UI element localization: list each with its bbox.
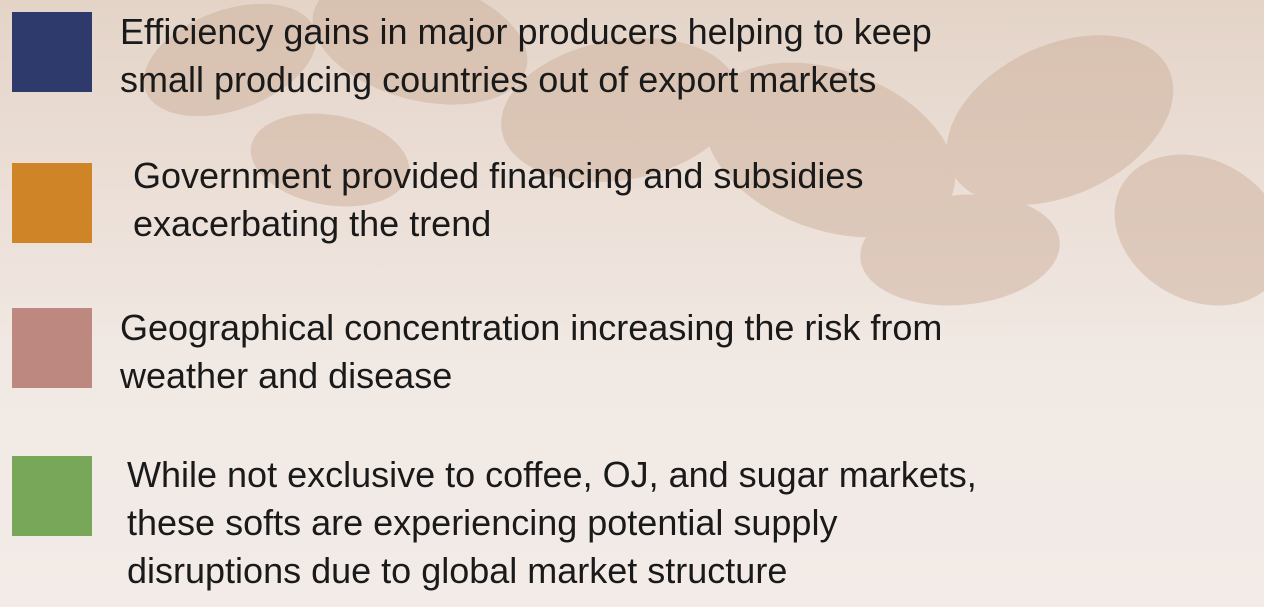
- text-line: Government provided financing and subsid…: [133, 152, 863, 200]
- text-line: Efficiency gains in major producers help…: [120, 8, 932, 56]
- text-line: exacerbating the trend: [133, 200, 863, 248]
- bullet-text: While not exclusive to coffee, OJ, and s…: [127, 451, 977, 595]
- bullet-text: Geographical concentration increasing th…: [120, 304, 942, 400]
- text-line: disruptions due to global market structu…: [127, 547, 977, 595]
- text-line: weather and disease: [120, 352, 942, 400]
- text-line: While not exclusive to coffee, OJ, and s…: [127, 451, 977, 499]
- text-line: Geographical concentration increasing th…: [120, 304, 942, 352]
- bullet-square: [12, 12, 92, 92]
- bullet-square: [12, 308, 92, 388]
- slide: Efficiency gains in major producers help…: [0, 0, 1264, 607]
- bullet-text: Efficiency gains in major producers help…: [120, 8, 932, 104]
- bullet-square: [12, 456, 92, 536]
- bullet-text: Government provided financing and subsid…: [133, 152, 863, 248]
- bullet-square: [12, 163, 92, 243]
- text-line: small producing countries out of export …: [120, 56, 932, 104]
- text-line: these softs are experiencing potential s…: [127, 499, 977, 547]
